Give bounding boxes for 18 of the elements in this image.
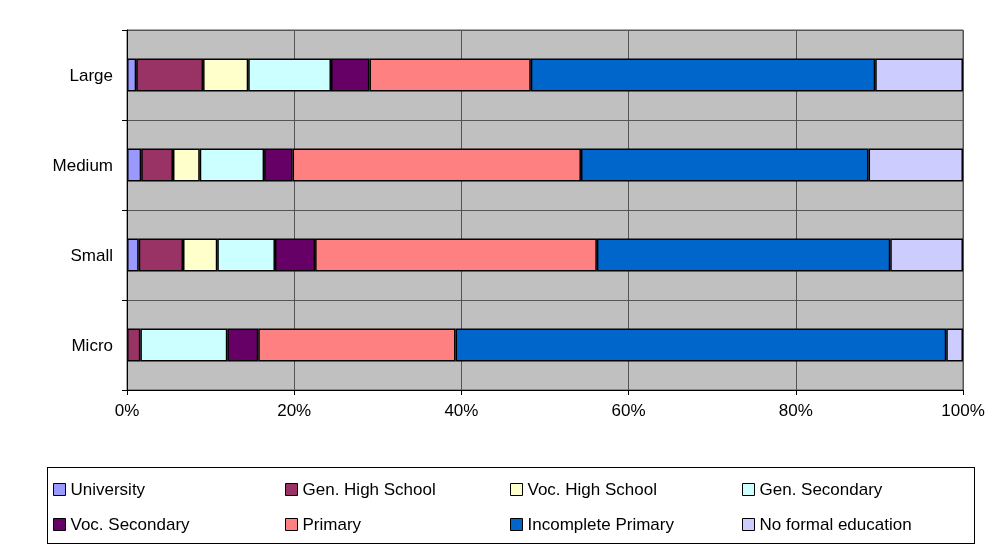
legend-label: Primary <box>302 515 362 534</box>
legend-label: Voc. Secondary <box>70 515 191 534</box>
legend-label: Voc. High School <box>527 480 657 499</box>
y-tick-label: Medium <box>52 155 113 175</box>
x-tick-label: 60% <box>611 401 646 420</box>
legend-label: Gen. High School <box>302 480 436 499</box>
legend-label: University <box>70 480 146 499</box>
legend-label: No formal education <box>759 515 912 534</box>
x-tick-label: 40% <box>444 401 479 420</box>
y-tick-label: Micro <box>71 335 113 355</box>
x-tick-label: 100% <box>941 401 985 420</box>
x-tick-label: 20% <box>277 401 312 420</box>
y-tick-label: Large <box>69 65 113 85</box>
legend-label: Gen. Secondary <box>759 480 883 499</box>
x-tick-label: 80% <box>778 401 813 420</box>
x-tick-label: 0% <box>114 401 140 420</box>
y-tick-label: Small <box>70 245 113 265</box>
legend-label: Incomplete Primary <box>527 515 675 534</box>
